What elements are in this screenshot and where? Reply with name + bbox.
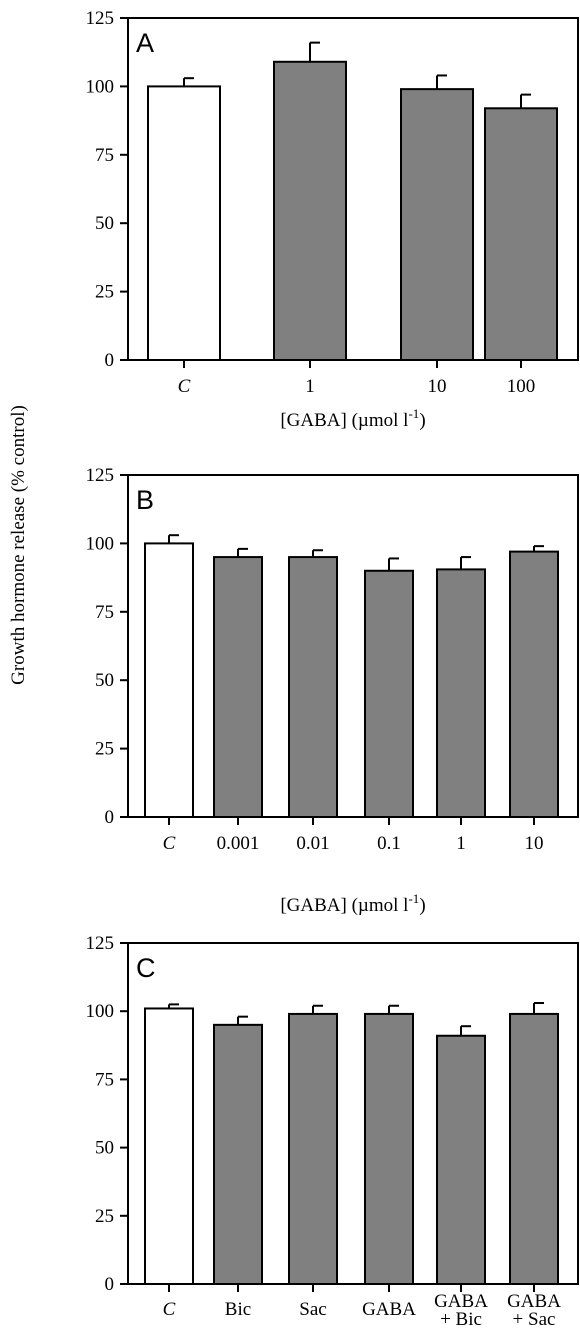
y-tick-label: 0 [105, 807, 115, 828]
y-tick-label: 0 [105, 1274, 115, 1295]
bar [364, 1012, 414, 1285]
bar [288, 1012, 338, 1285]
bar [436, 568, 486, 819]
bar [509, 1012, 559, 1285]
x-tick-label: Bic [225, 1299, 251, 1320]
bar [213, 556, 263, 819]
bar [509, 550, 559, 818]
x-axis-label: [GABA] (µmol l-1) [280, 891, 425, 916]
plot-frame [127, 17, 579, 361]
y-tick-label: 125 [86, 8, 115, 29]
bar [213, 1023, 263, 1285]
y-tick-label: 75 [95, 145, 114, 166]
x-tick-label: C [163, 833, 176, 854]
y-tick-label: 125 [86, 465, 115, 486]
bar [144, 542, 194, 819]
x-tick-label: GABA [362, 1299, 416, 1320]
y-tick-label: 0 [105, 350, 115, 371]
chart-panel-b: 0 25 50 75 100 125 B C 0.001 0.01 0.1 1 10 [GABA] (µm… [86, 465, 579, 916]
bar [484, 107, 558, 362]
plot-frame [127, 942, 579, 1285]
panel-letter: A [136, 28, 154, 58]
y-tick-label: 50 [95, 213, 114, 234]
x-tick-label: 10 [525, 833, 544, 854]
y-tick-label: 75 [95, 1069, 114, 1090]
y-tick-label: 50 [95, 1138, 114, 1159]
bar [400, 88, 474, 362]
y-tick-label: 75 [95, 602, 114, 623]
panel-letter: B [136, 485, 154, 515]
x-tick-label: Sac [299, 1299, 326, 1320]
bar [436, 1034, 486, 1285]
y-tick-label: 25 [95, 739, 114, 760]
chart-panel-a: 0 25 50 75 100 125 A C 1 10 100 [GABA] (µmol l-1) [86, 8, 579, 431]
x-tick-label: C [163, 1299, 176, 1320]
x-tick-label: 1 [456, 833, 466, 854]
panel-letter: C [136, 953, 156, 983]
x-tick-label: 100 [507, 376, 536, 397]
bar [273, 60, 347, 361]
y-tick-label: 100 [86, 1001, 115, 1022]
bar [147, 85, 221, 362]
x-tick-label: 0.01 [296, 833, 329, 854]
bar [288, 556, 338, 819]
x-tick-label: 0.1 [377, 833, 401, 854]
x-tick-label: 10 [428, 376, 447, 397]
y-tick-label: 25 [95, 1206, 114, 1227]
bar [144, 1007, 194, 1285]
x-tick-label: GABA + Sac [507, 1291, 561, 1330]
y-tick-label: 100 [86, 76, 115, 97]
chart-panel-c: 0 25 50 75 100 125 C C Bic Sac GABA GABA + Bic GABA + … [86, 933, 579, 1330]
x-tick-label: 1 [305, 376, 315, 397]
y-tick-label: 25 [95, 282, 114, 303]
x-tick-label: 0.001 [217, 833, 260, 854]
x-axis-label: [GABA] (µmol l-1) [280, 406, 425, 431]
y-tick-label: 125 [86, 933, 115, 954]
y-tick-label: 50 [95, 670, 114, 691]
bar [364, 569, 414, 819]
x-tick-label: C [178, 376, 191, 397]
plot-frame [127, 474, 579, 818]
x-tick-label: GABA + Bic [434, 1291, 488, 1330]
y-tick-label: 100 [86, 533, 115, 554]
y-axis-label: Growth hormone release (% control) [8, 405, 29, 685]
